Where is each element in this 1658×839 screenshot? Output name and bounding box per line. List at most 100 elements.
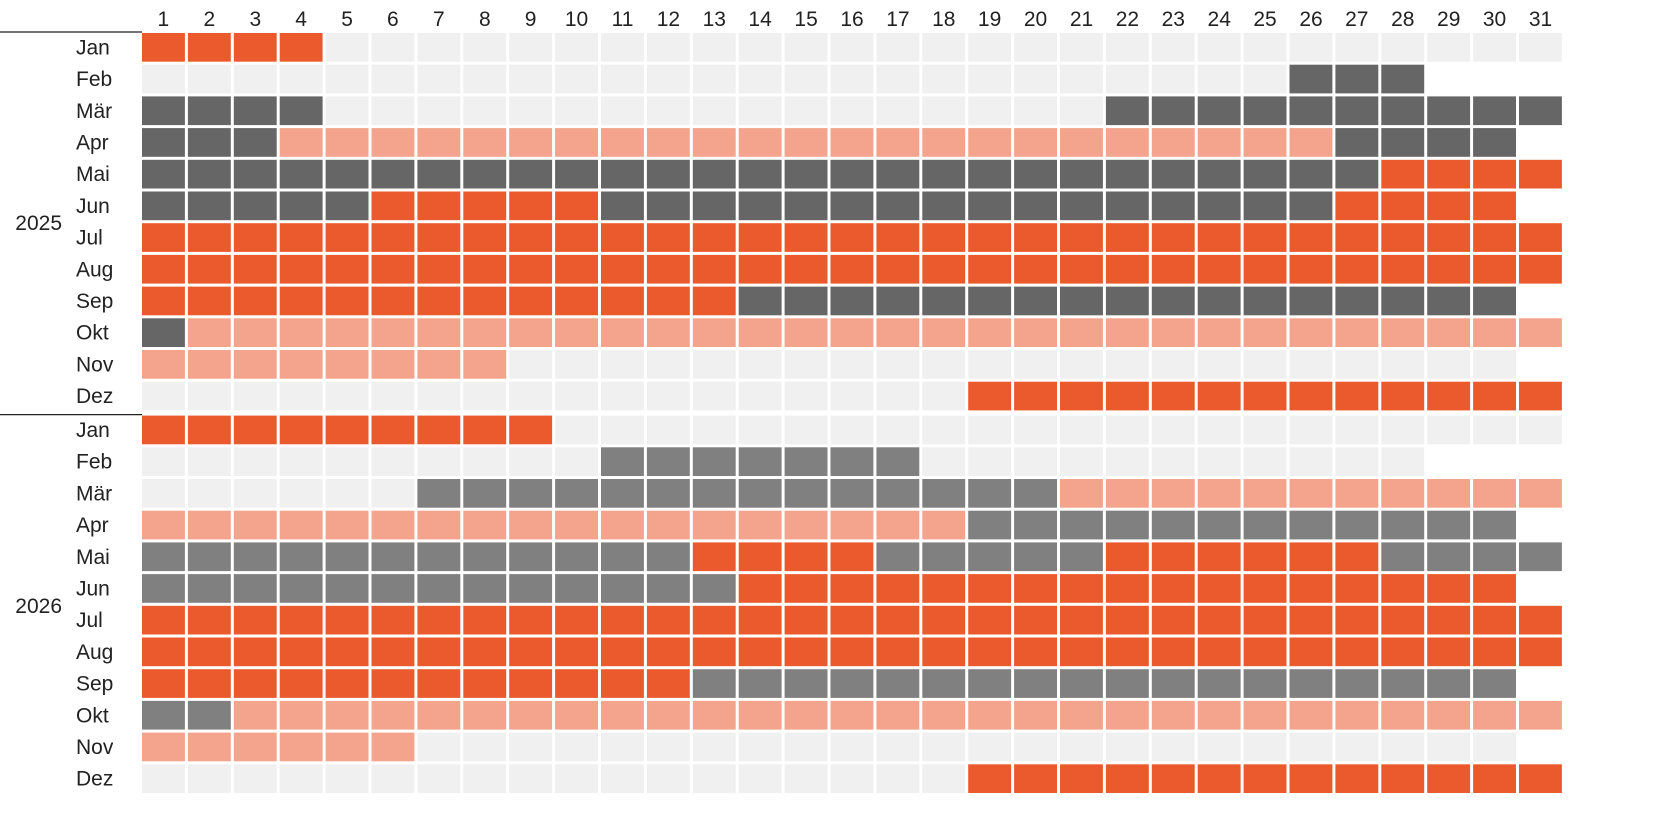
- cell-2026-aug-5: [325, 637, 369, 667]
- cell-2026-nov-13: [692, 732, 736, 762]
- cell-2026-mai-13: [692, 542, 736, 572]
- cell-2025-aug-12: [646, 254, 690, 284]
- cell-2026-jan-7: [417, 415, 461, 445]
- cell-2026-jul-20: [1014, 605, 1057, 635]
- cell-2026-jul-15: [784, 605, 828, 635]
- cell-2025-jul-15: [784, 223, 828, 252]
- cell-2026-sep-3: [233, 669, 277, 698]
- day-label-20: 20: [1024, 8, 1047, 31]
- cell-2025-okt-11: [601, 318, 644, 347]
- cell-2025-okt-22: [1105, 318, 1149, 347]
- cell-2025-apr-15: [784, 128, 828, 157]
- cell-2025-dez-20: [1014, 381, 1057, 411]
- cell-2025-feb-18: [922, 64, 966, 94]
- cell-2026-okt-22: [1105, 700, 1149, 730]
- cell-2025-mai-28: [1381, 159, 1425, 189]
- cell-2026-jun-13: [692, 574, 736, 603]
- cell-2025-jan-19: [968, 33, 1012, 62]
- cell-2025-nov-29: [1427, 350, 1471, 379]
- cell-2025-aug-5: [325, 254, 369, 284]
- cell-2026-jun-4: [279, 574, 323, 603]
- cell-2026-jan-8: [463, 415, 507, 445]
- cell-2025-okt-26: [1289, 318, 1333, 347]
- cell-2026-jul-18: [922, 605, 966, 635]
- month-label-dez-2025: Dez: [76, 385, 113, 408]
- cell-2025-mai-22: [1105, 159, 1149, 189]
- cell-2026-sep-14: [738, 669, 782, 698]
- cell-2025-aug-10: [555, 254, 598, 284]
- cell-2025-feb-5: [325, 64, 369, 94]
- cell-2026-mai-28: [1381, 542, 1425, 572]
- day-label-6: 6: [387, 8, 399, 31]
- cell-2025-mai-20: [1014, 159, 1057, 189]
- day-label-14: 14: [748, 8, 772, 31]
- cell-2026-dez-15: [784, 764, 828, 793]
- cell-2026-feb-22: [1105, 447, 1149, 476]
- cell-2026-apr-17: [876, 510, 920, 540]
- cell-2026-okt-18: [922, 700, 966, 730]
- cell-2026-mär-31: [1519, 479, 1562, 508]
- day-label-21: 21: [1070, 8, 1093, 31]
- cell-2025-dez-13: [692, 381, 736, 411]
- cell-2025-jan-8: [463, 33, 507, 62]
- cell-2026-sep-27: [1335, 669, 1379, 698]
- cell-2026-jul-28: [1381, 605, 1425, 635]
- cell-2025-apr-21: [1060, 128, 1103, 157]
- cell-2026-apr-3: [233, 510, 277, 540]
- day-label-5: 5: [341, 8, 353, 31]
- cell-2025-jul-14: [738, 223, 782, 252]
- cell-2026-mai-29: [1427, 542, 1471, 572]
- cell-2026-jan-23: [1151, 415, 1195, 445]
- cell-2025-sep-9: [509, 286, 553, 316]
- cell-2026-sep-10: [555, 669, 598, 698]
- day-label-3: 3: [249, 8, 261, 31]
- cell-2025-apr-9: [509, 128, 553, 157]
- cell-2025-dez-15: [784, 381, 828, 411]
- cell-2025-jun-16: [830, 191, 874, 221]
- cell-2026-dez-3: [233, 764, 277, 793]
- cell-2026-feb-8: [463, 447, 507, 476]
- cell-2025-jun-15: [784, 191, 828, 221]
- cell-2026-jun-15: [784, 574, 828, 603]
- cell-2025-aug-7: [417, 254, 461, 284]
- cell-2026-mär-5: [325, 479, 369, 508]
- cell-2026-aug-12: [646, 637, 690, 667]
- cell-2026-mär-1: [142, 479, 185, 508]
- cell-2025-jul-30: [1473, 223, 1516, 252]
- cell-2025-jun-14: [738, 191, 782, 221]
- cell-2025-nov-1: [142, 350, 185, 379]
- cell-2026-apr-29: [1427, 510, 1471, 540]
- day-label-31: 31: [1529, 8, 1552, 31]
- cell-2025-dez-9: [509, 381, 553, 411]
- cell-2025-dez-23: [1151, 381, 1195, 411]
- cell-2026-apr-19: [968, 510, 1012, 540]
- cell-2026-sep-20: [1014, 669, 1057, 698]
- month-label-jul-2025: Jul: [76, 227, 103, 250]
- month-label-nov-2026: Nov: [76, 736, 114, 759]
- cell-2025-mär-29: [1427, 96, 1471, 126]
- cell-2026-mär-15: [784, 479, 828, 508]
- day-label-27: 27: [1345, 8, 1368, 31]
- cell-2025-okt-31: [1519, 318, 1562, 347]
- cell-2026-nov-22: [1105, 732, 1149, 762]
- cell-2025-dez-7: [417, 381, 461, 411]
- cell-2026-aug-30: [1473, 637, 1516, 667]
- cell-2025-dez-25: [1243, 381, 1287, 411]
- cell-2026-aug-4: [279, 637, 323, 667]
- cell-2025-sep-26: [1289, 286, 1333, 316]
- cell-2026-nov-3: [233, 732, 277, 762]
- cell-2026-nov-12: [646, 732, 690, 762]
- cell-2025-jan-18: [922, 33, 966, 62]
- cell-2025-nov-30: [1473, 350, 1516, 379]
- cell-2025-sep-22: [1105, 286, 1149, 316]
- cell-2025-dez-2: [187, 381, 231, 411]
- month-label-dez-2026: Dez: [76, 768, 113, 791]
- cell-2026-okt-27: [1335, 700, 1379, 730]
- cell-2025-nov-28: [1381, 350, 1425, 379]
- cell-2026-okt-1: [142, 700, 185, 730]
- cell-2025-aug-23: [1151, 254, 1195, 284]
- cell-2025-mai-3: [233, 159, 277, 189]
- cell-2026-sep-1: [142, 669, 185, 698]
- month-label-aug-2026: Aug: [76, 641, 113, 664]
